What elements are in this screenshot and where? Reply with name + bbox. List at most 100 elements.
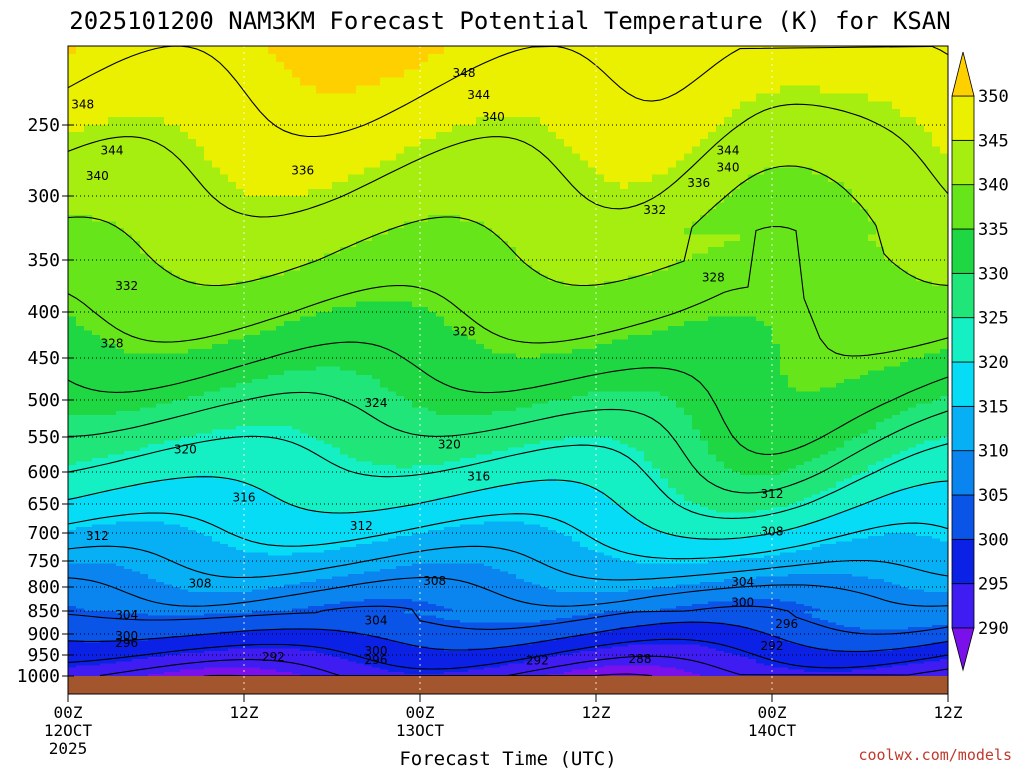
colorbar-segment [951,139,975,186]
x-tick-label: 00Z [758,703,787,722]
y-tick-label: 750 [27,551,60,572]
contour-line-328 [67,391,949,494]
contour-label: 304 [365,614,388,628]
y-tick-label: 450 [27,348,60,369]
colorbar-label: 295 [978,575,1009,595]
colorbar-label: 330 [978,264,1009,284]
contour-label: 300 [115,629,138,643]
contour-line-336 [67,226,949,357]
x-tick-label: 13OCT [396,721,445,740]
contour-label: 336 [291,163,314,177]
contour-label: 328 [702,271,725,285]
contour-label: 308 [423,574,446,588]
contour-label: 300 [365,644,388,658]
colorbar-segment [951,95,975,141]
y-tick-label: 700 [27,523,60,544]
contour-label: 324 [365,396,388,410]
y-tick-label: 600 [27,462,60,483]
colorbar-segment [951,538,975,585]
ground-strip [68,676,948,694]
contour-label: 296 [365,653,388,667]
colorbar: 290 295 300 305 310 315 320 325 330 335 340 345 350 [951,51,1009,672]
colorbar-label: 305 [978,486,1009,506]
y-tick-label: 900 [27,624,60,645]
contour-label: 292 [761,639,784,653]
contour-line-292 [99,655,949,677]
contour-line-324 [67,435,949,519]
contour-lines [67,45,949,677]
x-tick-label: 00Z [406,703,435,722]
colorbar-label: 320 [978,353,1009,373]
colorbar-top-arrow [951,51,975,97]
colorbar-segment [951,317,975,363]
contour-label: 332 [643,203,666,217]
colorbar-bottom-arrow [951,627,975,672]
y-tick-label: 400 [27,302,60,323]
colorbar-segment [951,228,975,274]
x-tick-label: 00Z [54,703,83,722]
contour-label: 328 [101,336,124,350]
contour-label: 348 [453,66,476,80]
contour-line-320 [67,476,949,540]
colorbar-label: 325 [978,309,1009,329]
contour-line-300 [67,621,949,652]
colorbar-label: 290 [978,619,1009,639]
colorbar-segment [951,405,975,452]
contour-line-344 [67,103,949,218]
colorbar-label: 310 [978,442,1009,462]
contour-label: 308 [189,576,212,590]
contour-line-316 [67,512,949,560]
contour-label: 344 [717,144,740,158]
contour-line-340 [67,165,949,287]
contour-label: 312 [86,529,109,543]
contour-label: 300 [731,595,754,609]
y-tick-label: 950 [27,645,60,666]
x-tick-label: 12Z [230,703,259,722]
colorbar-segment [951,272,975,319]
y-tick-label: 350 [27,250,60,271]
x-tick-label: 12OCT [44,721,93,740]
contour-line-296 [67,638,949,670]
contour-label: 312 [350,519,373,533]
colorbar-label: 335 [978,220,1009,240]
colorbar-label: 300 [978,530,1009,550]
colorbar-label: 315 [978,397,1009,417]
credit-text: coolwx.com/models [858,746,1012,764]
plot-frame [67,45,949,695]
y-tick-label: 250 [27,115,60,136]
x-axis-title: Forecast Time (UTC) [399,748,616,768]
contour-label: 332 [115,279,138,293]
contour-label: 296 [115,636,138,650]
contour-label: 336 [687,176,710,190]
y-tick-label: 650 [27,494,60,515]
x-tick-label: 2025 [49,739,88,758]
contour-label: 296 [775,617,798,631]
contour-label: 320 [438,438,461,452]
contour-line-308 [67,577,949,607]
contour-label: 328 [453,324,476,338]
contour-label: 316 [233,491,256,505]
contour-label: 316 [467,469,490,483]
contour-label: 292 [262,650,285,664]
grid-lines [68,46,948,694]
colorbar-label: 345 [978,131,1009,151]
y-tick-label: 500 [27,390,60,411]
contour-label: 304 [731,575,754,589]
colorbar-segment [951,494,975,540]
contour-label: 320 [174,443,197,457]
contour-line-288 [203,673,653,677]
contour-label: 344 [467,88,490,102]
colorbar-segment [951,361,975,407]
contour-label: 308 [761,524,784,538]
contour-label: 292 [526,653,549,667]
contour-label: 348 [71,97,94,111]
contour-line-312 [67,545,949,581]
contour-label: 344 [101,144,124,158]
contour-line-332 [67,341,949,455]
y-tick-label: 1000 [17,666,60,687]
contour-label: 340 [482,110,505,124]
colorbar-segment [951,583,975,629]
chart-title: 2025101200 NAM3KM Forecast Potential Tem… [69,7,950,35]
